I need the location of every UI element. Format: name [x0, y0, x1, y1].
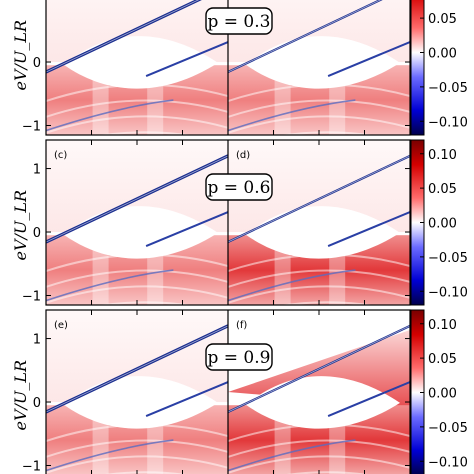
colorbar-tick-label: −0.05: [428, 81, 468, 96]
colorbar-tick-label: −0.10: [428, 455, 468, 470]
colorbar-1: 0.05 0.00 −0.05 −0.10: [410, 0, 468, 136]
colorbar-tick-label: 0.05: [428, 182, 457, 197]
heatmap-panel-3-2: [227, 310, 410, 474]
panel-letter: (e): [54, 320, 68, 331]
p-label: p = 0.6: [208, 178, 271, 198]
colorbar-tick-label: 0.10: [428, 318, 457, 333]
colorbars: 0.05 0.00 −0.05 −0.10 0.10 0.05 0.00 −0.05 −0.10…: [410, 0, 468, 474]
panel-row-1: p = 0.3 0 −1: [22, 0, 411, 136]
y-tick-label: −1: [22, 119, 41, 134]
heatmap-panel-3-1: [46, 310, 229, 474]
p-label: p = 0.9: [208, 348, 271, 368]
colorbar-2: 0.10 0.05 0.00 −0.05 −0.10: [410, 139, 468, 306]
colorbar-3: 0.10 0.05 0.00 −0.05 −0.10: [410, 309, 468, 474]
colorbar-tick-label: 0.00: [428, 217, 457, 232]
colorbar-tick-label: 0.00: [428, 387, 457, 402]
heatmap-panel-2-2: [227, 140, 410, 305]
panel-letter: (d): [236, 150, 250, 161]
panel-letter: (c): [54, 150, 67, 161]
y-axis-label: eV/U_LR: [11, 360, 30, 431]
y-tick-label: 1: [33, 333, 41, 348]
colorbar-tick-label: −0.05: [428, 421, 468, 436]
panel-rows: p = 0.3 0 −1 (c) (d) p = 0.6 1 0 −1 (e) (f) p = 0.9…: [22, 0, 411, 474]
panel-row-2: (c) (d) p = 0.6 1 0 −1: [22, 139, 411, 306]
colorbar-tick-label: 0.05: [428, 352, 457, 367]
colorbar-tick-label: −0.05: [428, 251, 468, 266]
y-axis-labels: eV/U_LR eV/U_LR eV/U_LR: [11, 20, 30, 431]
y-tick-label: −1: [22, 289, 41, 304]
y-tick-label: 0: [33, 396, 41, 411]
colorbar-tick-label: −0.10: [428, 285, 468, 300]
colorbar-tick-label: 0.10: [428, 148, 457, 163]
y-axis-label: eV/U_LR: [11, 190, 30, 261]
p-label: p = 0.3: [208, 12, 271, 32]
panel-row-3: (e) (f) p = 0.9 1 0 −1: [22, 309, 411, 474]
colorbar-tick-label: 0.00: [428, 47, 457, 62]
y-axis-label: eV/U_LR: [11, 20, 30, 91]
heatmap-panel-1-1: [46, 0, 229, 135]
y-tick-label: 0: [33, 226, 41, 241]
heatmap-panel-2-1: [46, 140, 229, 305]
y-tick-label: 1: [33, 163, 41, 178]
colorbar-tick-label: −0.10: [428, 115, 468, 130]
p-label-box: [205, 343, 273, 371]
p-label-box: [205, 7, 273, 35]
panel-letter: (f): [236, 320, 247, 331]
colorbar-tick-label: 0.05: [428, 12, 457, 27]
y-tick-label: −1: [22, 459, 41, 474]
p-label-box: [205, 173, 273, 201]
y-tick-label: 0: [33, 56, 41, 71]
